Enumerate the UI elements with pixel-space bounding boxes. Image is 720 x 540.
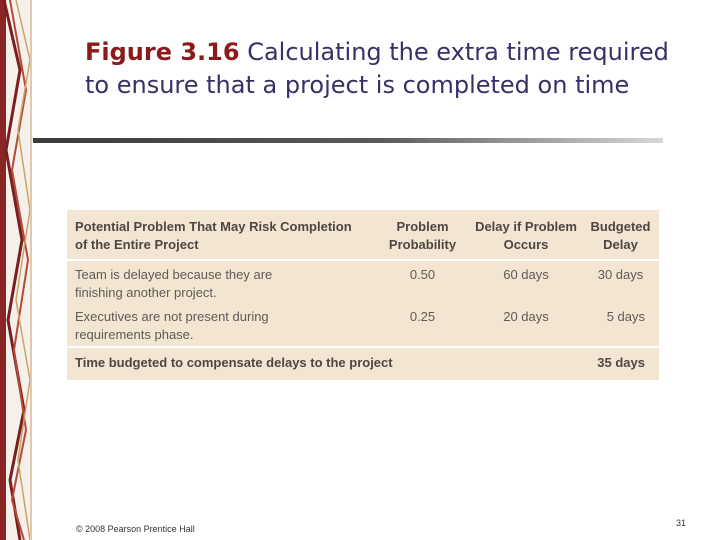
row-1-budgeted: 30 days xyxy=(597,267,644,282)
header-problem: Potential Problem That May Risk Completi… xyxy=(75,219,352,252)
row-1-delay: 60 days xyxy=(503,267,549,282)
row-1-problem: Team is delayed because they are finishi… xyxy=(75,267,273,300)
total-value: 35 days xyxy=(597,355,645,370)
row-2-delay: 20 days xyxy=(503,309,549,324)
slide-title: Figure 3.16 Calculating the extra time r… xyxy=(85,36,695,102)
header-probability: Problem Probability xyxy=(388,219,457,252)
figure-caption: Calculating the extra time required to e… xyxy=(85,38,669,99)
row-2-probability: 0.25 xyxy=(409,309,436,324)
row-1-probability: 0.50 xyxy=(409,267,436,282)
figure-label: Figure 3.16 xyxy=(85,38,240,66)
header-delay: Delay if Problem Occurs xyxy=(475,219,577,252)
total-label: Time budgeted to compensate delays to th… xyxy=(75,355,393,370)
copyright-notice: © 2008 Pearson Prentice Hall xyxy=(76,524,195,534)
page-number: 31 xyxy=(675,518,686,528)
row-2-problem: Executives are not present during requir… xyxy=(75,309,269,342)
risk-table: Potential Problem That May Risk Completi… xyxy=(67,210,659,380)
total-separator xyxy=(67,346,659,348)
header-separator xyxy=(67,259,659,261)
header-budgeted: Budgeted Delay xyxy=(590,219,651,252)
title-divider xyxy=(33,138,663,143)
decorative-left-border xyxy=(0,0,32,540)
row-2-budgeted: 5 days xyxy=(606,309,645,324)
